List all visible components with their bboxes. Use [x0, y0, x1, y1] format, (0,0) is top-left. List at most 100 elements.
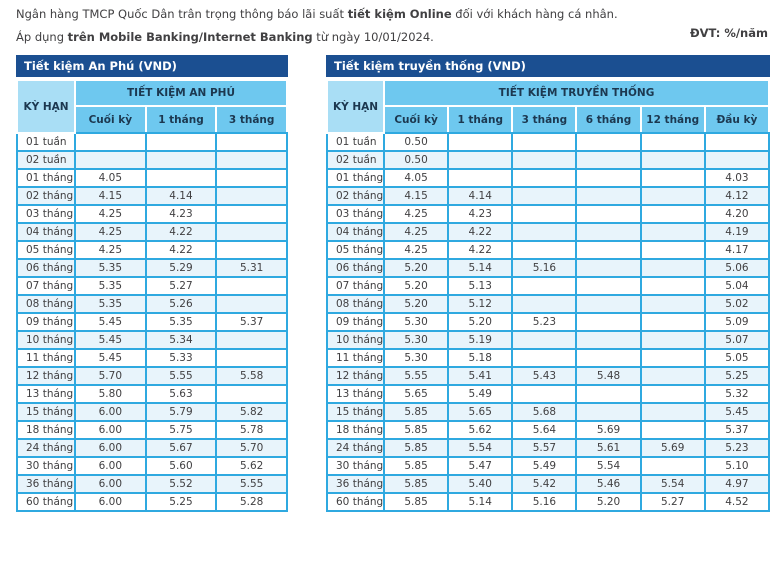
rate-cell — [144, 150, 218, 170]
rate-cell: 5.35 — [74, 258, 147, 278]
anphu-rate-table: KỲ HẠN TIẾT KIỆM AN PHÚ Cuối kỳ 1 tháng 3 th… — [16, 79, 288, 512]
term-cell: 07 tháng — [16, 276, 76, 296]
product-group-header: TIẾT KIỆM AN PHÚ — [74, 79, 288, 107]
table-row: 11 tháng 5.30 5.18 5.05 — [326, 348, 771, 368]
term-cell: 18 tháng — [16, 420, 76, 440]
rate-cell: 5.26 — [144, 294, 218, 314]
rate-cell: 5.58 — [215, 366, 288, 386]
term-cell: 24 tháng — [326, 438, 385, 458]
term-cell: 01 tháng — [16, 168, 76, 188]
rate-cell: 4.14 — [447, 186, 514, 206]
rate-cell — [511, 186, 578, 206]
table-row: 02 tháng 4.15 4.14 4.12 — [326, 186, 771, 206]
rate-cell: 5.20 — [447, 312, 514, 332]
term-cell: 08 tháng — [16, 294, 76, 314]
rate-cell: 4.52 — [703, 492, 771, 512]
rate-cell — [575, 240, 642, 260]
rate-cell: 5.67 — [144, 438, 218, 458]
rate-cell: 5.20 — [575, 492, 642, 512]
rate-cell — [575, 348, 642, 368]
rate-cell — [639, 330, 706, 350]
table-row: 36 tháng 5.85 5.40 5.42 5.46 5.54 4.97 — [326, 474, 771, 494]
rate-cell: 5.27 — [639, 492, 706, 512]
table-row: 60 tháng 6.00 5.25 5.28 — [16, 492, 288, 512]
rate-cell — [215, 348, 288, 368]
rate-cell: 5.29 — [144, 258, 218, 278]
table-row: 03 tháng 4.25 4.23 — [16, 204, 288, 224]
rate-cell — [575, 258, 642, 278]
term-cell: 04 tháng — [16, 222, 76, 242]
rate-cell: 4.22 — [144, 222, 218, 242]
rate-cell — [575, 222, 642, 242]
rate-cell: 5.19 — [447, 330, 514, 350]
table-row: 07 tháng 5.35 5.27 — [16, 276, 288, 296]
rate-cell — [511, 348, 578, 368]
rate-cell: 5.69 — [639, 438, 706, 458]
table-row: 04 tháng 4.25 4.22 4.19 — [326, 222, 771, 242]
rate-cell — [639, 204, 706, 224]
rate-cell — [215, 294, 288, 314]
rate-cell: 5.75 — [144, 420, 218, 440]
rate-cell: 5.12 — [447, 294, 514, 314]
rate-cell: 5.16 — [511, 492, 578, 512]
rate-cell — [74, 150, 147, 170]
rate-cell: 5.70 — [74, 366, 147, 386]
rate-cell: 5.30 — [382, 348, 450, 368]
intro-text: Ngân hàng TMCP Quốc Dân trân trọng thông… — [16, 3, 618, 49]
payout-option-header: 3 tháng — [511, 105, 578, 134]
table-row: 18 tháng 6.00 5.75 5.78 — [16, 420, 288, 440]
term-cell: 36 tháng — [326, 474, 385, 494]
term-cell: 13 tháng — [16, 384, 76, 404]
rate-cell: 5.18 — [447, 348, 514, 368]
payout-option-header: 1 tháng — [447, 105, 514, 134]
rate-cell — [511, 168, 578, 188]
rate-cell: 5.45 — [74, 330, 147, 350]
table-row: 02 tuần 0.50 — [326, 150, 771, 170]
rate-cell: 6.00 — [74, 474, 147, 494]
rate-cell: 6.00 — [74, 492, 147, 512]
rate-cell: 5.45 — [74, 348, 147, 368]
term-cell: 11 tháng — [326, 348, 385, 368]
rate-cell — [511, 204, 578, 224]
term-cell: 10 tháng — [326, 330, 385, 350]
table-row: 12 tháng 5.55 5.41 5.43 5.48 5.25 — [326, 366, 771, 386]
rate-cell — [511, 384, 578, 404]
term-cell: 15 tháng — [326, 402, 385, 422]
header-group-row: KỲ HẠN TIẾT KIỆM AN PHÚ — [16, 79, 288, 134]
traditional-savings-table: Tiết kiệm truyền thống (VND) KỲ HẠN TIẾT … — [326, 55, 771, 512]
table-row: 30 tháng 5.85 5.47 5.49 5.54 5.10 — [326, 456, 771, 476]
rate-cell — [215, 276, 288, 296]
rate-cell — [215, 150, 288, 170]
rate-cell: 4.03 — [703, 168, 771, 188]
rate-cell: 4.25 — [74, 240, 147, 260]
rate-cell — [639, 240, 706, 260]
rate-cell: 4.19 — [703, 222, 771, 242]
intro-line-2-pre: Áp dụng — [16, 30, 68, 44]
rate-cell: 5.20 — [382, 294, 450, 314]
table-row: 01 tuần — [16, 132, 288, 152]
rate-cell: 5.14 — [447, 492, 514, 512]
rate-cell: 5.65 — [447, 402, 514, 422]
rate-cell: 4.22 — [447, 222, 514, 242]
rate-cell: 5.55 — [215, 474, 288, 494]
rate-cell — [215, 186, 288, 206]
term-cell: 15 tháng — [16, 402, 76, 422]
rate-cell: 5.63 — [144, 384, 218, 404]
rate-cell: 5.20 — [382, 258, 450, 278]
term-cell: 05 tháng — [326, 240, 385, 260]
table-row: 24 tháng 6.00 5.67 5.70 — [16, 438, 288, 458]
rate-cell: 5.28 — [215, 492, 288, 512]
term-cell: 01 tuần — [326, 132, 385, 152]
table-row: 36 tháng 6.00 5.52 5.55 — [16, 474, 288, 494]
intro-line-2-bold: trên Mobile Banking/Internet Banking — [67, 30, 313, 44]
header-group-row: KỲ HẠN TIẾT KIỆM TRUYỀN THỐNG — [326, 79, 770, 134]
table-row: 02 tuần — [16, 150, 288, 170]
payout-option-header: 12 tháng — [639, 105, 706, 134]
rate-cell — [511, 240, 578, 260]
header-sub-row: Cuối kỳ 1 tháng 3 tháng — [17, 105, 288, 134]
term-cell: 04 tháng — [326, 222, 385, 242]
rate-cell — [575, 150, 642, 170]
rate-cell: 5.25 — [144, 492, 218, 512]
table-row: 05 tháng 4.25 4.22 — [16, 240, 288, 260]
rate-cell: 5.65 — [382, 384, 450, 404]
